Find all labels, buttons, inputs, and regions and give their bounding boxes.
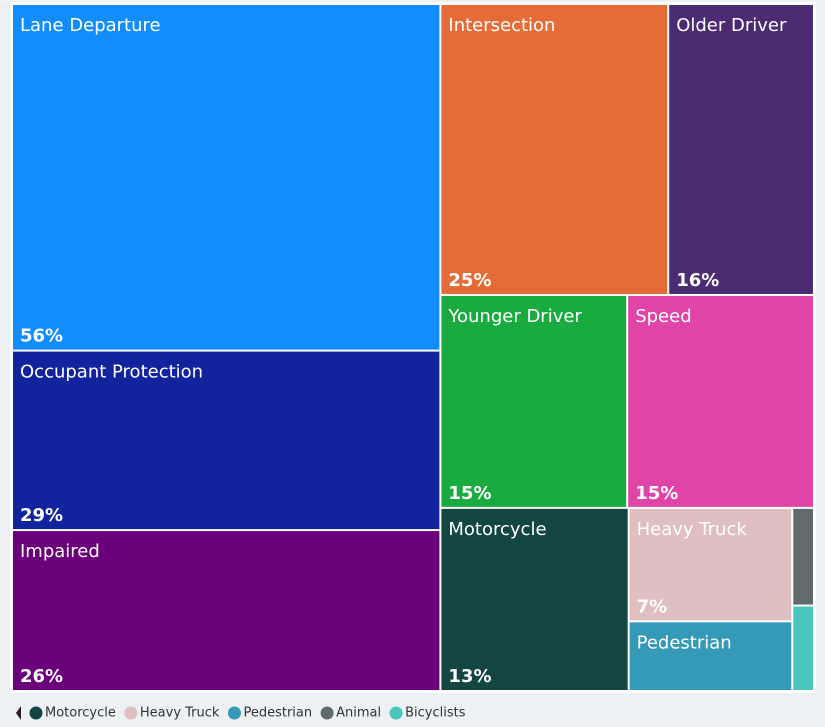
legend-label: Animal <box>336 706 381 721</box>
tile-label: Lane Departure <box>20 15 161 36</box>
tile <box>669 5 813 294</box>
tile <box>793 508 813 605</box>
legend-swatch <box>124 706 138 720</box>
value-label: 13% <box>448 666 491 687</box>
value-label: 7% <box>637 596 668 617</box>
value-label: 16% <box>676 270 719 291</box>
value-label: 26% <box>20 666 63 687</box>
tile <box>441 295 627 507</box>
tile-label: Pedestrian <box>637 632 732 653</box>
legend-label: Pedestrian <box>243 706 312 721</box>
legend-label: Motorcycle <box>45 706 116 721</box>
tile <box>441 5 668 294</box>
tile-label: Older Driver <box>676 15 787 36</box>
legend-swatch <box>389 706 403 720</box>
value-label: 29% <box>20 505 63 526</box>
tile <box>441 508 628 690</box>
tile-label: Intersection <box>448 15 555 36</box>
value-label: 25% <box>448 270 491 291</box>
tile-label: Occupant Protection <box>20 362 203 383</box>
tile-label: Impaired <box>20 541 100 562</box>
tile <box>629 508 792 621</box>
tile-label: Younger Driver <box>447 306 582 327</box>
legend-prev-arrow[interactable] <box>16 706 21 720</box>
legend-swatch <box>29 706 43 720</box>
tile-label: Heavy Truck <box>637 519 748 540</box>
tile-label: Speed <box>635 306 691 327</box>
legend-label: Heavy Truck <box>140 706 220 721</box>
tile <box>628 295 813 507</box>
tile <box>629 622 792 690</box>
legend-swatch <box>227 706 241 720</box>
tile <box>13 531 440 690</box>
legend-label: Bicyclists <box>405 706 466 721</box>
tile <box>793 606 813 690</box>
value-label: 56% <box>20 326 63 347</box>
value-label: 15% <box>635 483 678 504</box>
tile <box>13 351 440 530</box>
legend-swatch <box>320 706 334 720</box>
value-label: 15% <box>448 483 491 504</box>
tile-label: Motorcycle <box>448 519 546 540</box>
tile <box>13 5 440 350</box>
